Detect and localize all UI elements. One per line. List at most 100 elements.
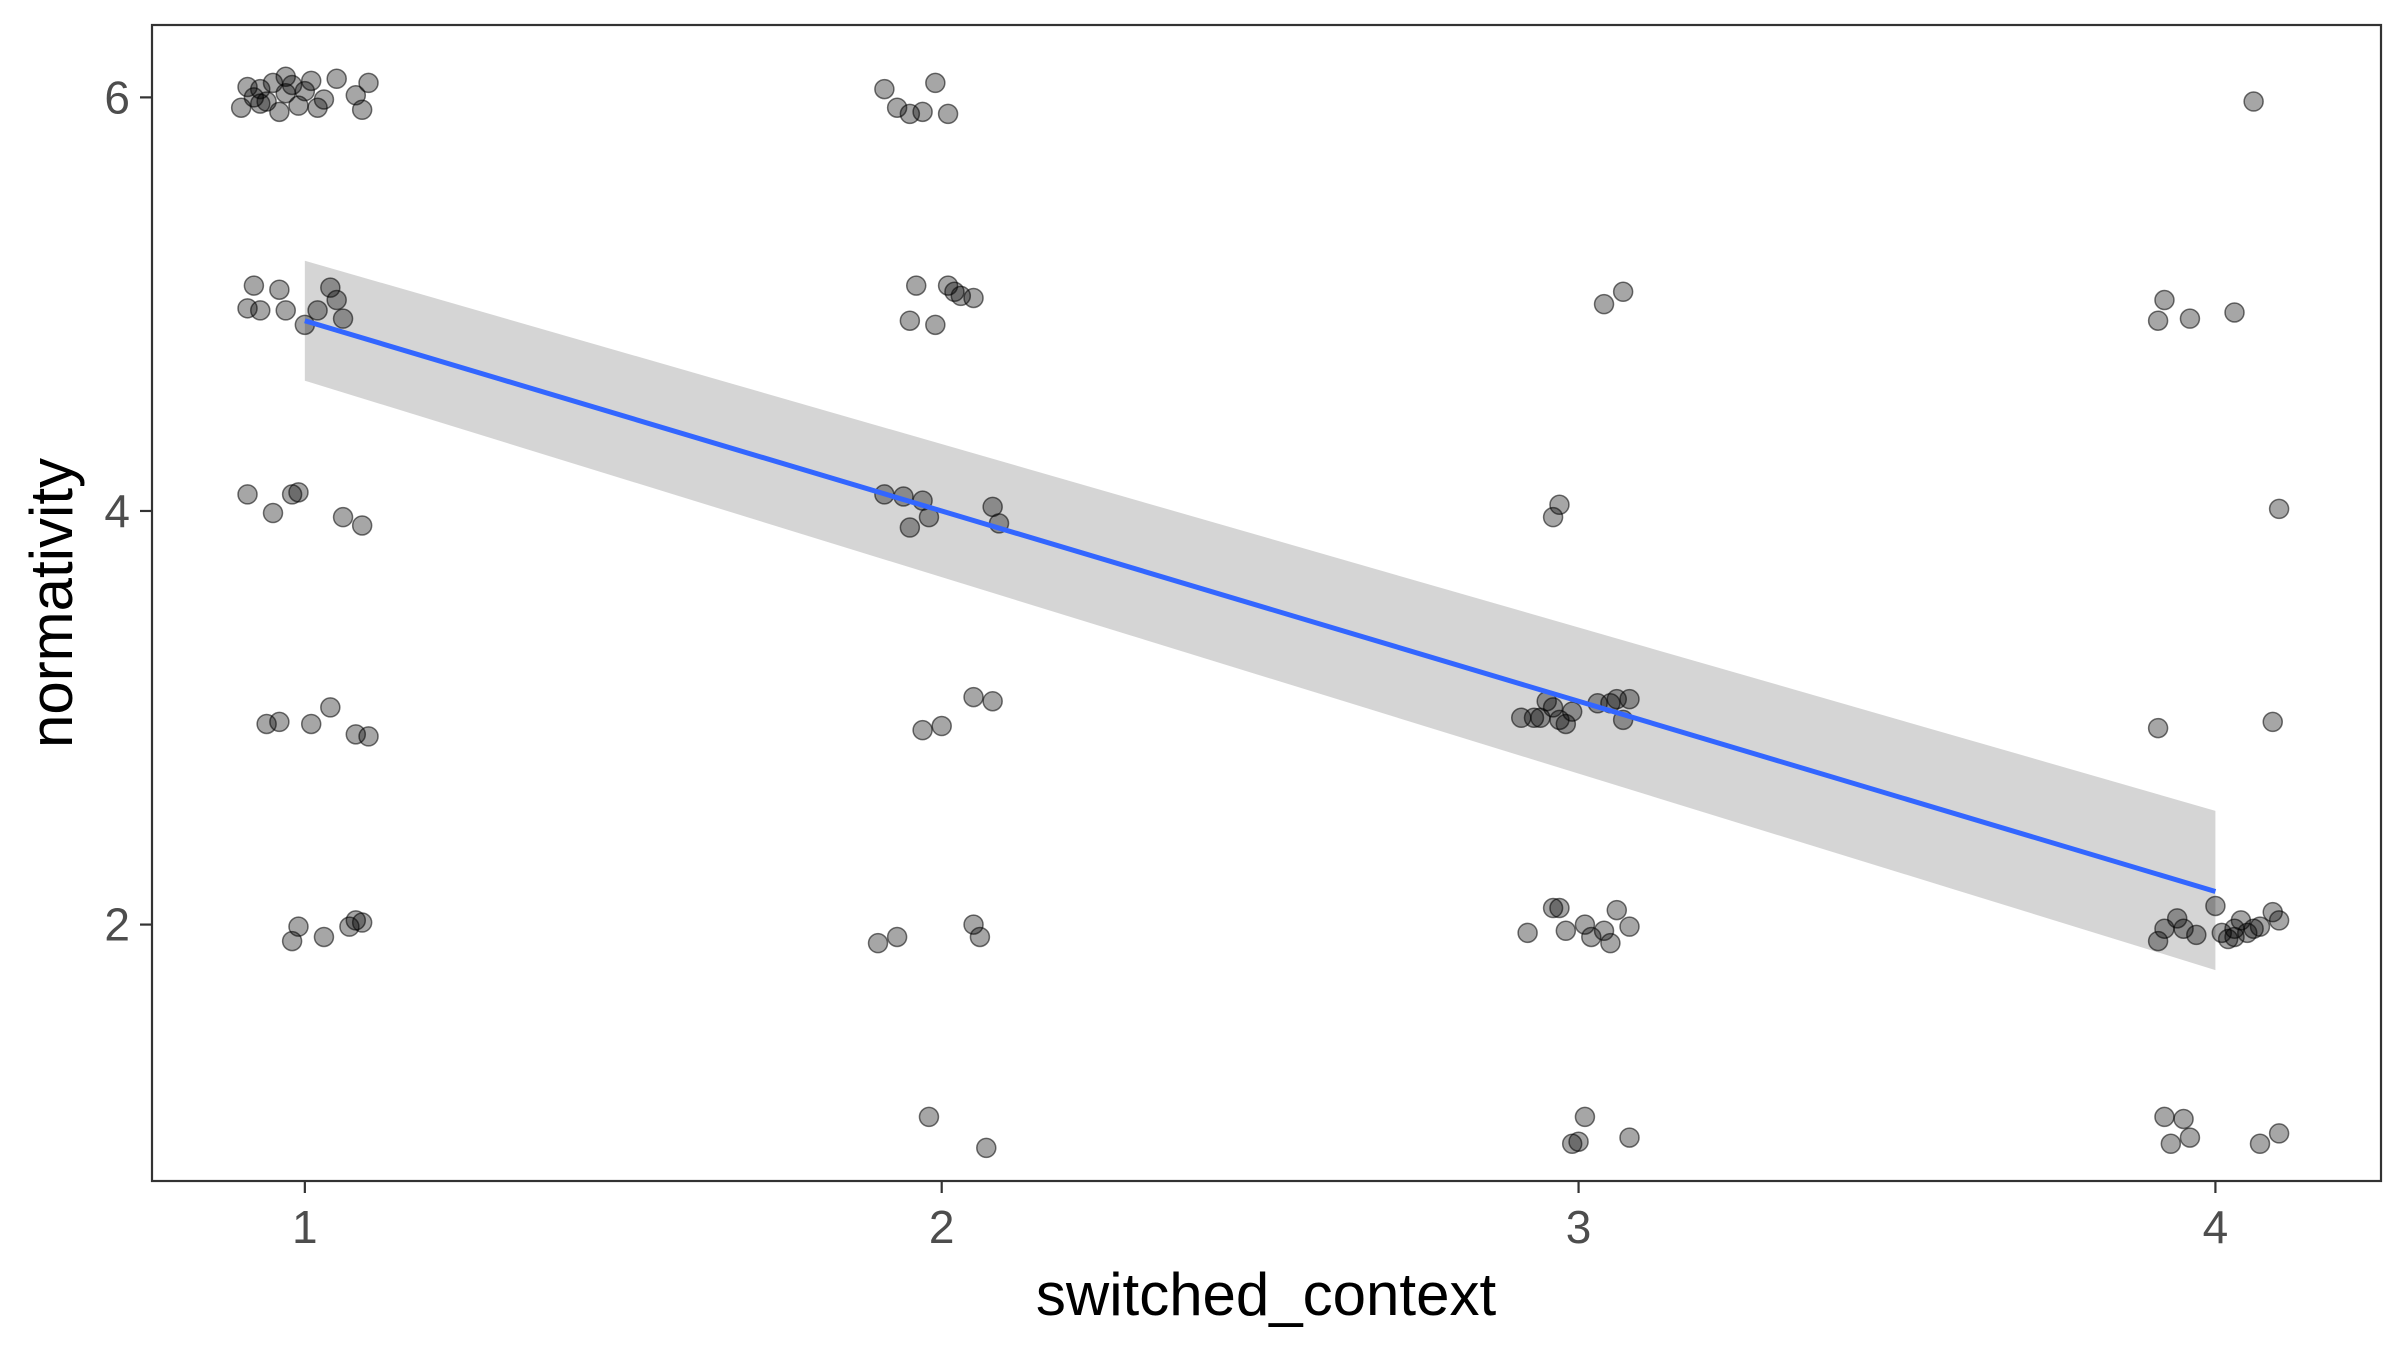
data-point <box>969 926 991 948</box>
data-point <box>269 101 290 123</box>
data-point <box>358 726 379 747</box>
x-tick-label: 3 <box>1566 1201 1592 1253</box>
data-point <box>899 103 921 125</box>
data-point <box>2173 1108 2194 1130</box>
data-point <box>912 719 933 741</box>
data-point <box>326 68 347 90</box>
fit-line-layer <box>304 318 2217 894</box>
data-point <box>262 502 284 524</box>
data-point <box>2186 924 2207 946</box>
data-point <box>1555 920 1577 942</box>
y-axis-title: normativity <box>18 458 85 748</box>
data-point <box>345 724 367 745</box>
data-point <box>326 289 347 311</box>
data-point <box>307 97 328 118</box>
data-point <box>2179 308 2201 329</box>
data-point <box>2224 918 2245 939</box>
data-point <box>2154 1106 2175 1128</box>
data-point <box>2166 908 2188 929</box>
data-point <box>1517 922 1538 944</box>
data-point <box>2147 310 2169 331</box>
data-point <box>899 517 921 538</box>
data-point <box>351 912 373 933</box>
data-point <box>1619 688 1640 710</box>
data-point <box>237 484 258 505</box>
data-point <box>1619 1127 1640 1148</box>
data-point <box>874 78 895 100</box>
data-point <box>300 70 322 92</box>
data-point <box>2224 302 2245 323</box>
x-tick-label: 1 <box>292 1201 318 1253</box>
data-point <box>2268 910 2290 931</box>
data-point <box>925 314 946 336</box>
data-point <box>1612 281 1634 303</box>
x-axis-title: switched_context <box>1036 1261 1497 1328</box>
data-point <box>332 506 354 528</box>
y-axis-ticks: 2 4 6 <box>104 71 152 951</box>
data-point <box>320 277 341 298</box>
fit-line <box>304 318 2217 894</box>
data-point <box>1619 916 1640 937</box>
data-point <box>307 300 328 321</box>
data-point <box>1542 897 1564 919</box>
data-point <box>250 78 271 100</box>
data-point <box>237 298 258 319</box>
data-point <box>2179 1127 2201 1148</box>
data-point <box>905 275 927 296</box>
data-point <box>1574 1106 1596 1128</box>
data-point <box>963 686 984 708</box>
data-point <box>250 93 271 114</box>
data-point <box>2249 1133 2271 1155</box>
data-point <box>351 515 373 536</box>
data-point <box>288 482 309 503</box>
data-point <box>931 715 952 737</box>
x-tick-label: 4 <box>2203 1201 2229 1253</box>
data-point <box>288 916 309 937</box>
data-point <box>886 97 908 118</box>
y-tick-label: 6 <box>104 71 130 123</box>
data-point <box>1549 897 1570 919</box>
data-point <box>294 80 316 102</box>
plot-panel-border <box>150 23 2383 1183</box>
data-point <box>320 697 341 718</box>
data-point <box>867 932 889 954</box>
data-point <box>937 103 959 125</box>
data-point <box>2268 1123 2290 1144</box>
data-point <box>963 287 984 309</box>
data-point <box>250 300 271 321</box>
data-point <box>963 914 984 935</box>
data-point <box>982 690 1003 712</box>
data-point <box>976 1137 997 1159</box>
data-point <box>912 101 933 123</box>
data-point <box>918 1106 940 1128</box>
x-axis-ticks: 1 2 3 4 <box>292 1181 2228 1253</box>
data-point <box>243 275 265 296</box>
confidence-band-layer <box>304 260 2216 971</box>
data-point <box>886 926 908 948</box>
data-point <box>1574 914 1596 935</box>
data-point <box>256 713 277 735</box>
data-point <box>1555 713 1577 735</box>
data-point <box>1581 926 1602 948</box>
data-point <box>300 713 322 735</box>
data-point <box>2173 918 2194 939</box>
data-point <box>2147 930 2169 952</box>
data-point <box>275 66 296 87</box>
data-point <box>269 711 290 733</box>
data-point <box>2160 1133 2182 1155</box>
data-points-layer <box>230 66 2290 1159</box>
data-point <box>2249 916 2271 937</box>
data-point <box>1606 899 1628 921</box>
data-point <box>237 76 258 98</box>
y-tick-label: 4 <box>104 485 130 537</box>
data-point <box>2154 289 2175 311</box>
y-tick-label: 2 <box>104 899 130 951</box>
data-point <box>950 285 972 307</box>
data-point <box>275 300 296 321</box>
data-point <box>2205 895 2226 917</box>
data-point <box>332 308 354 329</box>
data-point <box>1542 506 1564 528</box>
data-point <box>925 72 946 94</box>
data-point <box>1568 1131 1589 1152</box>
